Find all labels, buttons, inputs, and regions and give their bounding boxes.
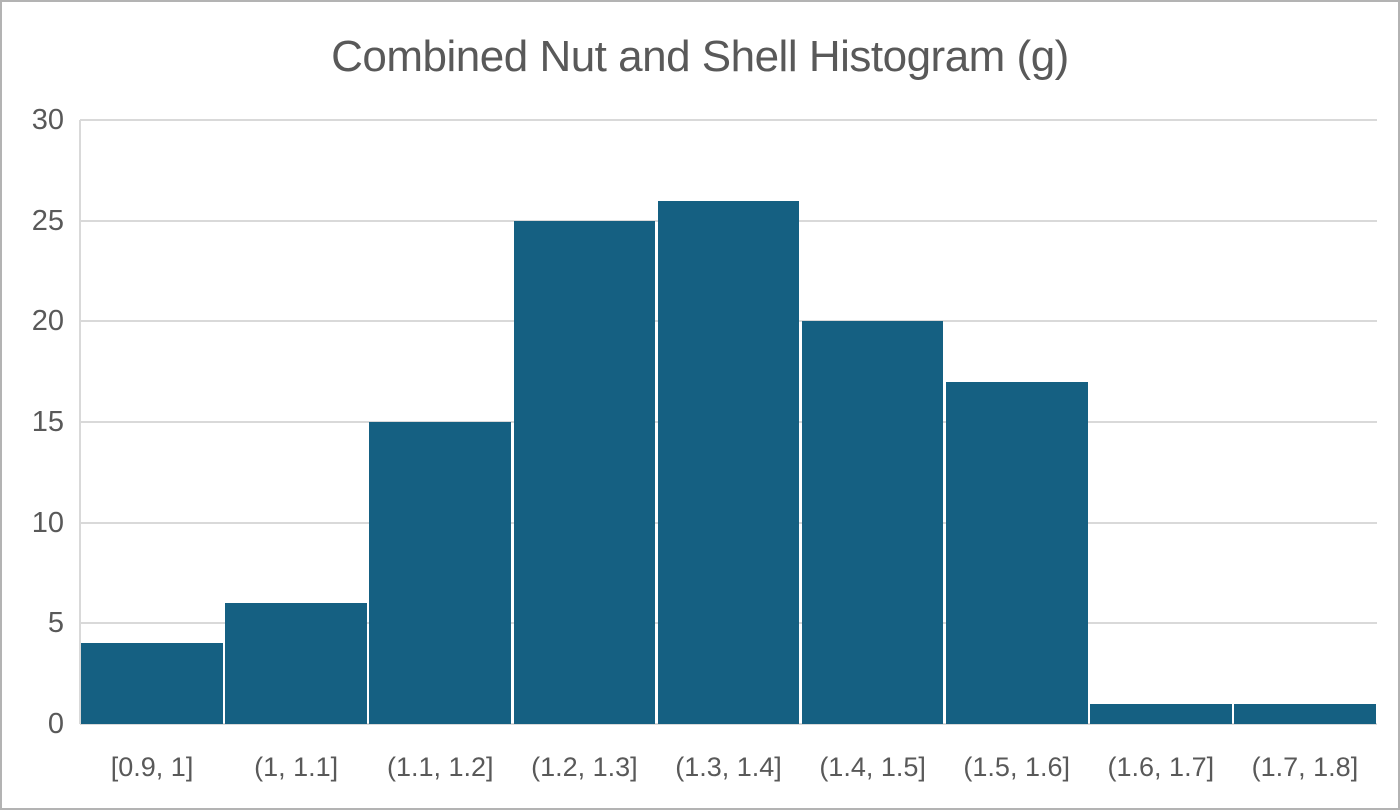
histogram-bar [513,220,656,724]
x-tick-label: (1.2, 1.3] [531,752,638,782]
histogram-bar [225,603,367,724]
y-tick-label: 25 [31,204,64,237]
y-tick-label: 30 [31,104,64,136]
x-tick-label: [0.9, 1] [110,752,194,782]
x-tick-label: (1.4, 1.5] [819,752,926,782]
histogram-bar [369,422,512,724]
y-tick-label: 5 [47,607,64,640]
gridline [80,119,1377,121]
chart-title: Combined Nut and Shell Histogram (g) [331,32,1069,81]
gridline [80,723,1377,725]
x-tick-label: (1.7, 1.8] [1251,752,1359,782]
x-tick-label: (1, 1.1] [254,752,339,782]
histogram-bar [81,643,223,724]
histogram-bar [657,200,800,724]
x-tick-label: (1.1, 1.2] [386,752,494,782]
histogram-bar [945,381,1088,724]
y-axis-line [79,120,81,724]
x-tick-label: (1.5, 1.6] [963,752,1070,782]
x-tick-label: (1.3, 1.4] [675,752,782,782]
y-tick-label: 20 [31,305,64,338]
y-tick-label: 15 [31,406,64,438]
x-tick-label: (1.6, 1.7] [1107,752,1215,782]
y-tick-label: 10 [31,506,64,539]
histogram-bar [801,321,944,724]
histogram-bar [1234,703,1376,724]
histogram-bar [1090,703,1232,724]
y-tick-label: 0 [47,708,64,740]
